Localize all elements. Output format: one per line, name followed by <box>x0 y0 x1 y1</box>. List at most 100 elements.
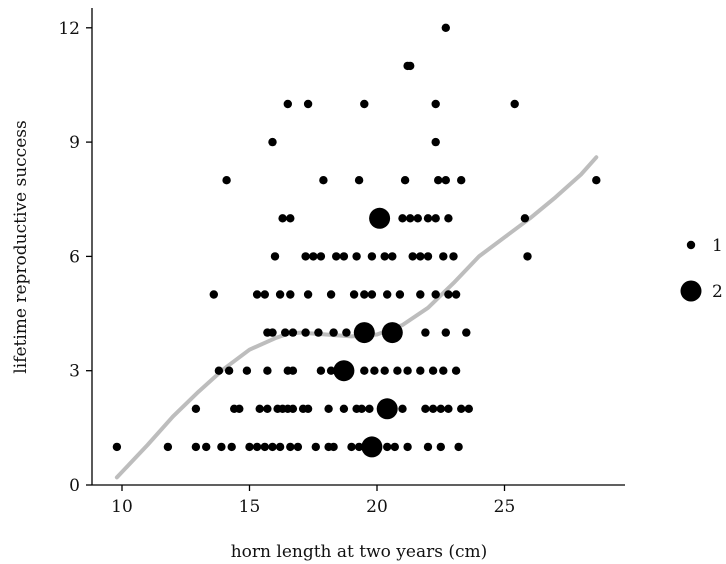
data-point <box>319 176 328 185</box>
data-point <box>311 442 320 452</box>
data-point <box>408 252 417 261</box>
data-point <box>398 404 407 413</box>
data-point <box>224 366 234 375</box>
data-point <box>523 252 532 261</box>
data-point <box>431 99 440 109</box>
data-point <box>403 366 412 375</box>
data-point <box>352 252 361 261</box>
data-point <box>333 360 355 382</box>
data-point <box>268 137 277 147</box>
data-point <box>316 366 326 375</box>
data-point <box>353 322 375 344</box>
data-point <box>209 290 218 299</box>
data-point <box>441 23 450 32</box>
data-point <box>217 442 226 452</box>
data-point <box>286 214 295 223</box>
data-point <box>301 252 310 261</box>
data-point <box>383 442 392 452</box>
data-point <box>360 290 369 299</box>
data-point <box>360 366 369 375</box>
data-point <box>428 404 438 413</box>
data-point <box>275 290 285 299</box>
data-point <box>303 404 313 413</box>
data-point <box>367 290 377 299</box>
data-point <box>381 322 403 344</box>
data-point <box>283 99 292 109</box>
data-point <box>421 404 430 413</box>
data-point <box>191 442 201 452</box>
data-point <box>163 442 173 452</box>
data-point <box>354 442 364 452</box>
data-point <box>360 99 369 109</box>
y-tick-label: 6 <box>69 247 80 267</box>
data-point <box>357 404 366 413</box>
data-point <box>428 366 438 375</box>
data-point <box>383 290 392 299</box>
data-point <box>416 366 425 375</box>
x-axis-ticks: 10 15 20 25 <box>111 485 515 517</box>
legend: 12 <box>680 236 723 302</box>
data-point <box>510 99 519 109</box>
data-point <box>380 366 389 375</box>
data-point <box>252 290 262 299</box>
data-point <box>449 252 458 261</box>
data-point <box>275 442 285 452</box>
data-point <box>439 366 448 375</box>
data-point <box>278 214 287 223</box>
data-point <box>288 404 298 413</box>
data-point <box>309 252 318 261</box>
data-point <box>270 252 280 261</box>
x-tick-label: 25 <box>494 497 516 517</box>
data-point <box>393 366 402 375</box>
data-point <box>376 398 398 420</box>
data-point <box>303 290 313 299</box>
data-point <box>395 290 405 299</box>
data-point <box>403 442 412 452</box>
legend-marker <box>686 240 696 250</box>
y-tick-label: 0 <box>69 476 80 496</box>
data-point <box>293 442 303 452</box>
data-point <box>222 176 231 185</box>
data-point <box>286 290 295 299</box>
data-point <box>380 252 389 261</box>
y-tick-label: 9 <box>69 133 80 153</box>
data-point <box>347 442 356 452</box>
data-point <box>423 442 433 452</box>
data-point <box>227 442 236 452</box>
data-point <box>260 290 269 299</box>
data-point <box>370 366 379 375</box>
data-point <box>329 328 338 337</box>
data-point <box>255 404 264 413</box>
data-point <box>439 252 448 261</box>
y-tick-label: 3 <box>69 362 80 382</box>
data-point <box>406 214 415 223</box>
legend-label: 2 <box>712 282 723 302</box>
data-point <box>286 442 295 452</box>
data-point <box>464 404 473 413</box>
smooth-trend-line <box>114 155 599 480</box>
data-point <box>339 404 349 413</box>
data-point <box>191 404 201 413</box>
data-point <box>342 328 351 337</box>
data-point <box>260 442 269 452</box>
x-axis-title: horn length at two years (cm) <box>231 542 488 562</box>
data-point <box>314 328 323 337</box>
data-point <box>361 436 383 458</box>
data-point <box>520 214 530 223</box>
data-point <box>457 176 466 185</box>
data-point <box>416 252 425 261</box>
data-point <box>354 176 364 185</box>
data-point <box>303 99 313 109</box>
data-point <box>388 252 397 261</box>
data-point <box>326 366 336 375</box>
x-tick-label: 10 <box>111 497 133 517</box>
data-point <box>349 290 359 299</box>
data-point <box>324 404 333 413</box>
data-point <box>326 290 336 299</box>
data-point <box>444 214 453 223</box>
data-point <box>423 214 433 223</box>
data-point <box>263 366 272 375</box>
data-point <box>400 176 410 185</box>
data-point <box>214 366 224 375</box>
